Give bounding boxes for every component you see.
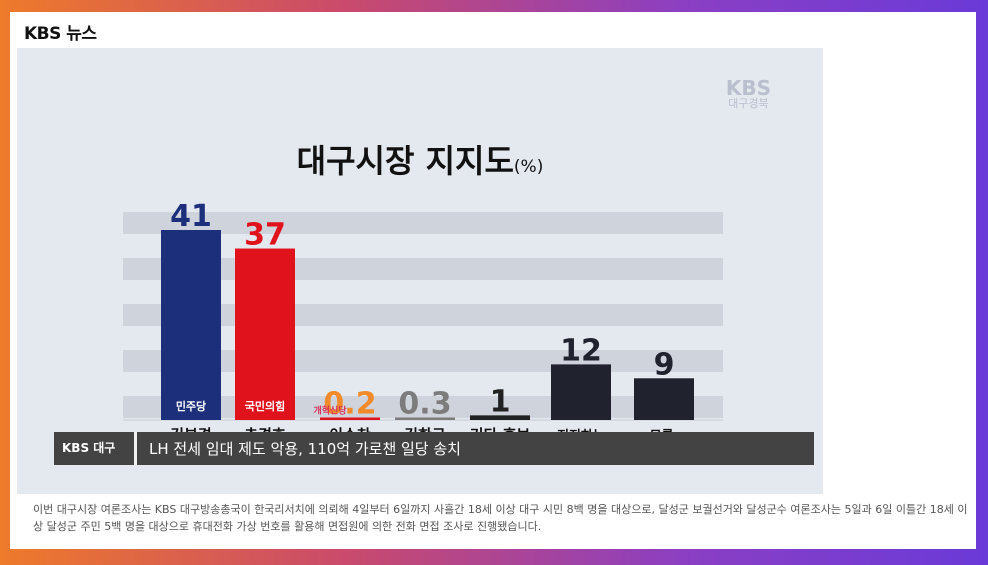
chart-unit: (%) — [513, 157, 544, 177]
bar — [235, 248, 295, 420]
data-label: 0.3 — [398, 387, 451, 422]
data-label: 37 — [244, 218, 286, 253]
news-ticker: KBS 대구 LH 전세 임대 제도 악용, 110억 가로챈 일당 송치 — [54, 432, 814, 465]
bar-chart: 41민주당김부겸37국민의힘추경호0.2개혁신당이수찬0.3김한구1기타 후보1… — [123, 199, 723, 463]
ticker-separator — [134, 432, 137, 465]
survey-footnote: 이번 대구시장 여론조사는 KBS 대구방송총국이 한국리서치에 의뢰해 4일부… — [33, 503, 968, 533]
data-label: 12 — [560, 333, 602, 368]
bar — [634, 378, 694, 420]
bar — [551, 364, 611, 420]
ticker-headline: LH 전세 임대 제도 악용, 110억 가로챈 일당 송치 — [149, 440, 461, 458]
watermark-kbs: KBS — [725, 76, 771, 100]
party-logo-label: 국민의힘 — [245, 399, 285, 413]
kbs-news-logo: KBS 뉴스 — [24, 24, 97, 44]
chart-title-text: 대구시장 지지도 — [296, 142, 514, 180]
chart-title: 대구시장 지지도(%) — [17, 136, 823, 182]
bar — [320, 417, 380, 420]
grid-band — [123, 212, 723, 234]
data-label: 41 — [170, 199, 212, 234]
watermark-region: 대구경북 — [728, 97, 769, 110]
data-label: 9 — [654, 347, 675, 382]
data-label: 0.2 — [323, 387, 376, 422]
chart-panel: KBS 대구경북 대구시장 지지도(%) 41민주당김부겸37국민의힘추경호0.… — [17, 48, 823, 494]
ticker-tag: KBS 대구 — [62, 441, 116, 455]
kbs-daegu-watermark: KBS 대구경북 — [726, 78, 771, 110]
bar — [161, 230, 221, 420]
party-logo-label: 민주당 — [176, 399, 206, 413]
party-logo-label: 개혁신당 — [313, 405, 347, 417]
data-label: 1 — [490, 384, 511, 419]
broadcast-screen: KBS 뉴스 KBS 대구경북 대구시장 지지도(%) 41민주당김부겸37국민… — [10, 12, 976, 549]
bar — [470, 415, 530, 420]
bar — [395, 417, 455, 420]
